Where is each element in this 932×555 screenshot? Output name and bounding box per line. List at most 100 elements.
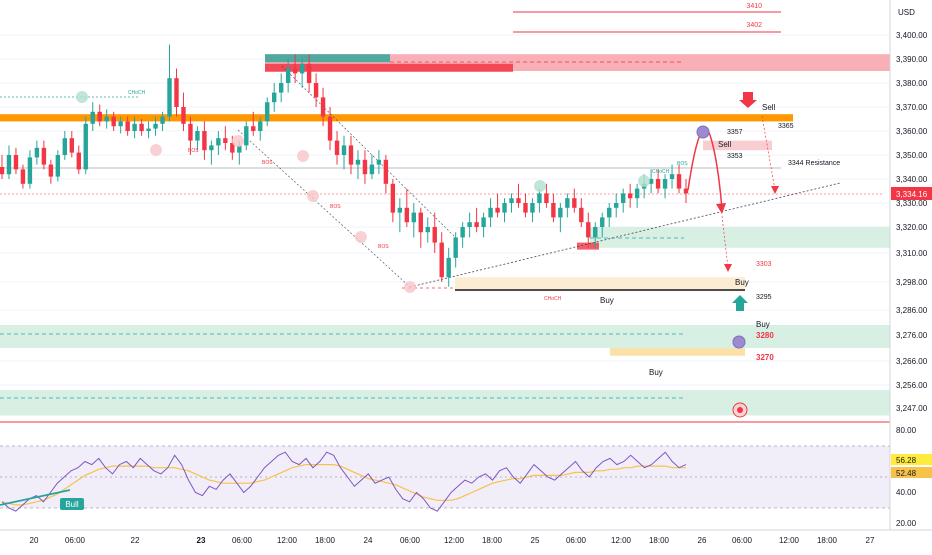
supply-red-bar: [265, 63, 513, 72]
annotation-3280: 3280: [756, 331, 774, 340]
buy-zone-1: [455, 277, 745, 292]
candle-body: [509, 198, 514, 203]
candle-body: [265, 102, 270, 122]
annotations-layer: 3410 3402 Sell 3365 3357 Sell 3353 3344 …: [600, 3, 840, 377]
candle-body: [600, 217, 605, 227]
structure-label: BOS: [330, 204, 341, 210]
currency-label[interactable]: USD: [898, 8, 915, 17]
price-tick-label: 3,370.00: [896, 103, 928, 112]
annotation-buy-2: Buy: [600, 296, 614, 305]
trend-lines: [237, 65, 841, 288]
time-tick-label: 06:00: [65, 536, 86, 545]
candle-body: [627, 193, 633, 199]
swing-marker: [355, 231, 367, 243]
time-tick-label: 26: [698, 536, 707, 545]
candle-body: [397, 207, 403, 213]
candle-body: [55, 155, 61, 177]
candle-body: [620, 193, 626, 203]
buy-zone-2: [610, 348, 745, 356]
candle-body: [292, 68, 298, 74]
candle-body: [502, 203, 507, 213]
candle-body: [139, 123, 144, 131]
candle-body: [174, 78, 179, 107]
candle-body: [376, 159, 382, 165]
time-tick-label: 27: [866, 536, 875, 545]
candle-body: [272, 92, 277, 103]
time-tick-label: 06:00: [732, 536, 753, 545]
candle-body: [83, 123, 88, 170]
candle-body: [488, 207, 493, 218]
price-tick-label: 3,266.00: [896, 357, 928, 366]
candle-body: [90, 111, 95, 124]
annotation-3270: 3270: [756, 353, 774, 362]
forecast-curve: [687, 128, 723, 211]
candle-body: [97, 111, 102, 122]
rsi-pane: Bull: [0, 445, 890, 512]
annotation-buy-1: Buy: [735, 278, 749, 287]
price-tick-label: 3,256.00: [896, 381, 928, 390]
candle-body: [146, 128, 151, 131]
rsi-value-badge: [891, 454, 932, 465]
candle-body: [516, 198, 521, 203]
candle-body: [355, 159, 361, 165]
annotation-3303: 3303: [756, 261, 772, 268]
buy-arrow-icon: [732, 295, 748, 311]
candle-body: [523, 203, 528, 213]
structure-labels: CHoCH BOS BOS BOS BOS CHoCH BOS CHoCH: [128, 90, 688, 302]
swing-marker: [534, 180, 546, 192]
structure-label: CHoCH: [652, 169, 670, 175]
candle-body: [334, 140, 340, 155]
forecast-path: [687, 115, 779, 349]
candle-body: [251, 126, 256, 131]
ascending-trendline: [409, 182, 841, 288]
candle-body: [544, 193, 549, 203]
price-tick-label: 3,330.00: [896, 199, 928, 208]
annotation-3410: 3410: [746, 3, 762, 10]
structure-label: CHoCH: [128, 90, 146, 96]
price-tick-label: 3,247.00: [896, 404, 928, 413]
candle-body: [634, 188, 640, 199]
swing-marker: [404, 281, 416, 293]
candles-layer: [0, 44, 689, 287]
candle-body: [669, 174, 675, 179]
price-axis[interactable]: 3,400.00 3,390.00 3,380.00 3,370.00 3,360.00…: [889, 0, 928, 530]
candle-body: [216, 138, 221, 146]
candle-body: [495, 207, 500, 213]
rsi-ma-line: [1, 464, 686, 506]
time-tick-label: 06:00: [566, 536, 587, 545]
candle-body: [111, 116, 116, 127]
sell-arrow-icon: [739, 92, 757, 108]
time-tick-label: 22: [131, 536, 140, 545]
price-tick-label: 3,400.00: [896, 31, 928, 40]
candle-body: [648, 179, 654, 184]
swing-marker: [307, 190, 319, 202]
candle-body: [593, 227, 598, 238]
candle-body: [181, 107, 186, 124]
candle-body: [655, 179, 661, 189]
candle-body: [614, 203, 619, 208]
structure-label: BOS: [188, 148, 199, 154]
candle-body: [244, 126, 249, 146]
candle-body: [607, 207, 612, 218]
time-tick-label: 12:00: [277, 536, 298, 545]
candle-body: [676, 174, 682, 189]
candle-body: [167, 78, 172, 117]
candle-body: [467, 222, 472, 227]
time-axis[interactable]: 20 06:00 22 23 06:00 12:00 18:00 24 06:00 12:00 18…: [30, 536, 875, 545]
structure-label: BOS: [262, 160, 273, 166]
swing-marker: [638, 175, 650, 187]
current-price-badge: [891, 187, 932, 200]
price-tick-label: 3,390.00: [896, 55, 928, 64]
swing-marker: [76, 91, 88, 103]
candle-body: [362, 159, 368, 175]
rsi-line: [1, 451, 687, 512]
structure-label: BOS: [378, 244, 389, 250]
candle-body: [69, 138, 74, 153]
bull-badge: [60, 498, 84, 510]
channel-lower: [237, 129, 411, 288]
candle-body: [579, 207, 584, 223]
candle-body: [348, 145, 354, 165]
channel-upper: [281, 65, 456, 238]
candle-body: [153, 123, 158, 129]
